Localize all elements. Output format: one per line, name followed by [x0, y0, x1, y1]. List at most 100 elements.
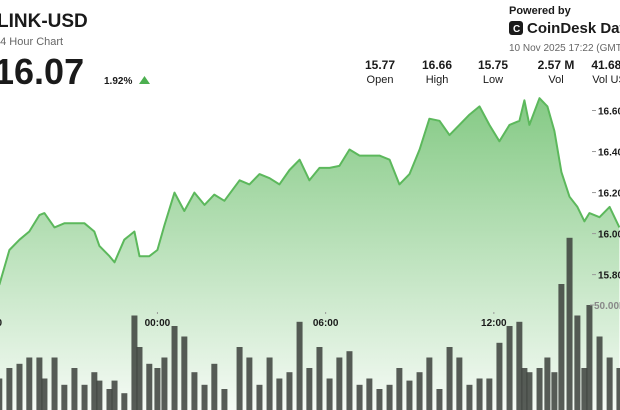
volume-bar — [171, 326, 178, 410]
volume-bar — [96, 380, 103, 410]
up-arrow — [139, 76, 150, 84]
price-line — [0, 97, 620, 286]
stat-label: Vol — [548, 74, 563, 86]
x-tick-label: 00:00 — [145, 318, 171, 329]
volume-bar — [316, 347, 323, 410]
volume-bar — [456, 357, 463, 410]
volume-bar — [111, 380, 118, 410]
brand-icon — [509, 21, 523, 35]
volume-bar — [121, 393, 128, 410]
volume-bar — [446, 347, 453, 410]
volume-bar — [376, 389, 383, 410]
volume-bar — [516, 321, 523, 410]
y-tick-label: 16.60 — [598, 107, 620, 118]
volume-bar — [606, 357, 613, 410]
volume-bar — [6, 368, 13, 410]
volume-bar — [544, 357, 551, 410]
volume-bar — [221, 389, 228, 410]
volume-bar — [131, 315, 138, 410]
stat-value: 2.57 M — [538, 58, 575, 72]
stat-value: 15.77 — [365, 58, 395, 72]
volume-bar — [506, 326, 513, 410]
stats: 15.77 Open 16.66 High 15.75 Low 2.57 M Vol 41.68… — [365, 58, 620, 86]
volume-bar — [536, 368, 543, 410]
volume-bar — [521, 368, 528, 410]
volume-bar — [266, 357, 273, 410]
volume-bar — [558, 284, 565, 410]
volume-bar — [286, 372, 293, 410]
volume-bar — [426, 357, 433, 410]
volume-bar — [326, 378, 333, 410]
y-tick-label: 16.40 — [598, 148, 620, 159]
volume-bar — [71, 368, 78, 410]
y-tick-label: 15.80 — [598, 271, 620, 282]
title: LINK-USD — [0, 11, 88, 32]
stat-label: High — [426, 74, 449, 86]
price: 16.07 — [0, 51, 84, 92]
volume-bar — [81, 384, 88, 410]
volume-bar — [211, 363, 218, 410]
volume-bar — [366, 378, 373, 410]
volume-bar — [191, 372, 198, 410]
stat-label: Low — [483, 74, 503, 86]
volume-bar — [91, 372, 98, 410]
volume-bar — [336, 357, 343, 410]
volume-bar — [106, 389, 113, 410]
volume-bar — [466, 384, 473, 410]
volume-bar — [586, 305, 593, 410]
volume-bar — [566, 237, 573, 410]
volume-bar — [496, 342, 503, 410]
volume-bar — [16, 363, 23, 410]
volume-bar — [486, 378, 493, 410]
volume-bar — [181, 336, 188, 410]
volume-bar — [406, 380, 413, 410]
volume-bar — [296, 321, 303, 410]
volume-bar — [596, 336, 603, 410]
volume-bar — [386, 384, 393, 410]
volume-bar — [154, 368, 161, 410]
volume-bar — [26, 357, 33, 410]
volume-bar — [51, 357, 58, 410]
volume-bar — [551, 372, 558, 410]
volume-bar — [146, 363, 153, 410]
volume-bar — [616, 368, 620, 410]
volume-bar — [41, 378, 48, 410]
stat-label: Open — [367, 74, 394, 86]
volume-bar — [276, 378, 283, 410]
volume-bar — [161, 357, 168, 410]
x-tick-label: 06:00 — [313, 318, 339, 329]
stat-value: 16.66 — [422, 58, 452, 72]
stat-value: 15.75 — [478, 58, 508, 72]
y-tick-label: 16.00 — [598, 230, 620, 241]
volume-bar — [246, 357, 253, 410]
volume-bar — [416, 372, 423, 410]
volume-bar — [61, 384, 68, 410]
volume-bar — [356, 384, 363, 410]
volume-bar — [236, 347, 243, 410]
volume-bar — [306, 368, 313, 410]
volume-bar — [256, 384, 263, 410]
plot-area: 16.60 16.40 16.20 16.00 15.80 50.00K 18:00 00:0… — [0, 97, 620, 410]
x-tick-label: 12:00 — [481, 318, 507, 329]
volume-bar — [476, 378, 483, 410]
volume-bar — [436, 389, 443, 410]
volume-bar — [396, 368, 403, 410]
brand-icon-glyph: C — [513, 24, 520, 35]
volume-bar — [0, 378, 3, 410]
y-tick-label: 16.20 — [598, 189, 620, 200]
volume-bar — [136, 347, 143, 410]
volume-bar — [346, 351, 353, 410]
stat-label: Vol USD — [592, 74, 620, 86]
stat-value: 41.68 M — [591, 58, 620, 72]
volume-bar — [36, 357, 43, 410]
volume-bar — [581, 368, 588, 410]
subtitle: 24 Hour Chart — [0, 36, 63, 48]
powered-by: Powered by — [509, 5, 572, 17]
price-area — [0, 98, 620, 410]
volume-bar — [201, 384, 208, 410]
timestamp: 10 Nov 2025 17:22 (GMT) — [509, 43, 620, 54]
volume-bar — [526, 372, 533, 410]
x-tick-label: 18:00 — [0, 318, 2, 329]
change: 1.92% — [104, 76, 132, 87]
